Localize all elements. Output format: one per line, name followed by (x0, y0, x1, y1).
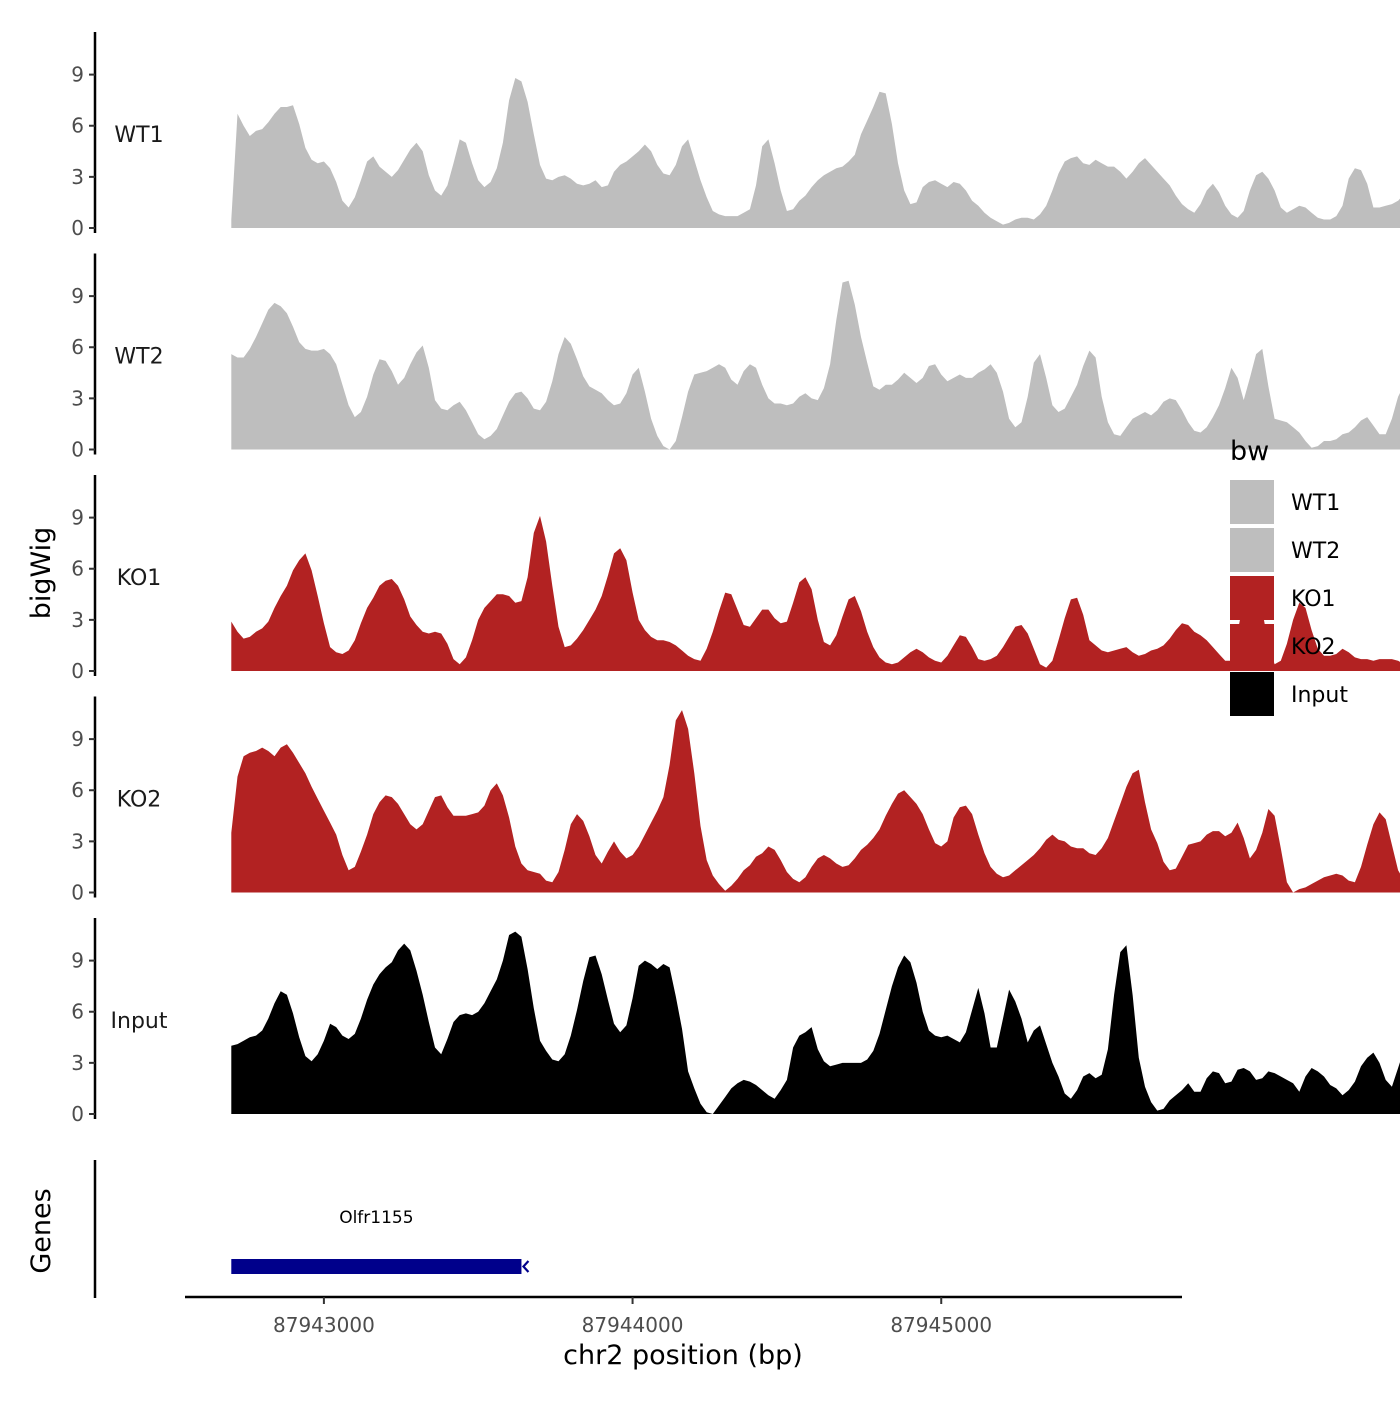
track-label: Input (111, 1009, 168, 1034)
track-area-wt2 (231, 280, 1400, 450)
gene-label: Olfr1155 (339, 1208, 413, 1228)
legend-label: KO2 (1291, 635, 1336, 660)
x-axis-title: chr2 position (bp) (563, 1340, 803, 1371)
track-input: 0 3 6 9 Input (71, 918, 1400, 1126)
legend-swatch (1230, 480, 1274, 524)
y-tick-label: 0 (71, 438, 84, 462)
legend: bw WT1 WT2 KO1 KO2 Input (1230, 436, 1348, 716)
legend-swatch (1230, 528, 1274, 572)
x-tick-label: 87943000 (273, 1313, 375, 1337)
legend-label: WT2 (1291, 539, 1340, 564)
y-tick-label: 0 (71, 659, 84, 683)
x-tick-label: 87945000 (890, 1313, 992, 1337)
y-tick-label: 9 (71, 506, 84, 530)
legend-swatch (1230, 672, 1274, 716)
legend-label: KO1 (1291, 587, 1336, 612)
y-tick-label: 9 (71, 949, 84, 973)
gene-olfr1155: Olfr1155 (231, 1208, 530, 1274)
track-area-ko2 (231, 710, 1400, 893)
legend-label: WT1 (1291, 491, 1340, 516)
track-ko2: 0 3 6 9 KO2 (71, 696, 1400, 905)
y-tick-label: 6 (71, 1000, 84, 1024)
track-wt2: 0 3 6 9 WT2 (71, 253, 1400, 462)
y-tick-label: 6 (71, 557, 84, 581)
y-tick-label: 0 (71, 216, 84, 240)
y-tick-label: 9 (71, 727, 84, 751)
genes-axis-title: Genes (26, 1188, 57, 1273)
track-area-ko1 (231, 515, 1400, 671)
legend-label: Input (1291, 683, 1348, 708)
legend-swatch (1230, 624, 1274, 668)
legend-entry-wt2: WT2 (1230, 528, 1340, 572)
strand-arrow (233, 1260, 242, 1273)
tracks-layer: 0 3 6 9 WT1 0 3 6 9 WT2 0 3 6 9 KO1 0 3 6 9 KO2 0 3 6 9 Input (71, 32, 1400, 1126)
track-area-wt1 (231, 78, 1400, 228)
track-label: KO2 (117, 788, 162, 813)
y-tick-label: 3 (71, 165, 84, 189)
x-tick-label: 87944000 (582, 1313, 684, 1337)
legend-entry-wt1: WT1 (1230, 480, 1340, 524)
y-tick-label: 0 (71, 1102, 84, 1126)
y-tick-label: 9 (71, 63, 84, 87)
gene-body (231, 1259, 522, 1274)
y-tick-label: 6 (71, 114, 84, 138)
track-ko1: 0 3 6 9 KO1 (71, 475, 1400, 683)
y-tick-label: 3 (71, 608, 84, 632)
y-tick-label: 9 (71, 284, 84, 308)
strand-arrow (521, 1260, 530, 1273)
genes-panel: Olfr1155 (93, 1160, 530, 1298)
track-wt1: 0 3 6 9 WT1 (71, 32, 1400, 240)
legend-entry-input: Input (1230, 672, 1348, 716)
legend-title: bw (1230, 436, 1269, 467)
y-axis-title: bigWig (26, 527, 57, 620)
y-tick-label: 6 (71, 335, 84, 359)
legend-swatch (1230, 576, 1274, 620)
track-label: WT1 (114, 123, 163, 148)
y-tick-label: 3 (71, 1051, 84, 1075)
y-tick-label: 3 (71, 386, 84, 410)
y-tick-label: 3 (71, 829, 84, 853)
x-axis: 87943000 87944000 87945000 (185, 1295, 1182, 1337)
track-label: WT2 (114, 345, 163, 370)
y-tick-label: 0 (71, 881, 84, 905)
track-label: KO1 (117, 566, 162, 591)
y-tick-label: 6 (71, 778, 84, 802)
track-area-input (231, 931, 1400, 1114)
legend-entry-ko2: KO2 (1230, 624, 1336, 668)
legend-entry-ko1: KO1 (1230, 576, 1336, 620)
